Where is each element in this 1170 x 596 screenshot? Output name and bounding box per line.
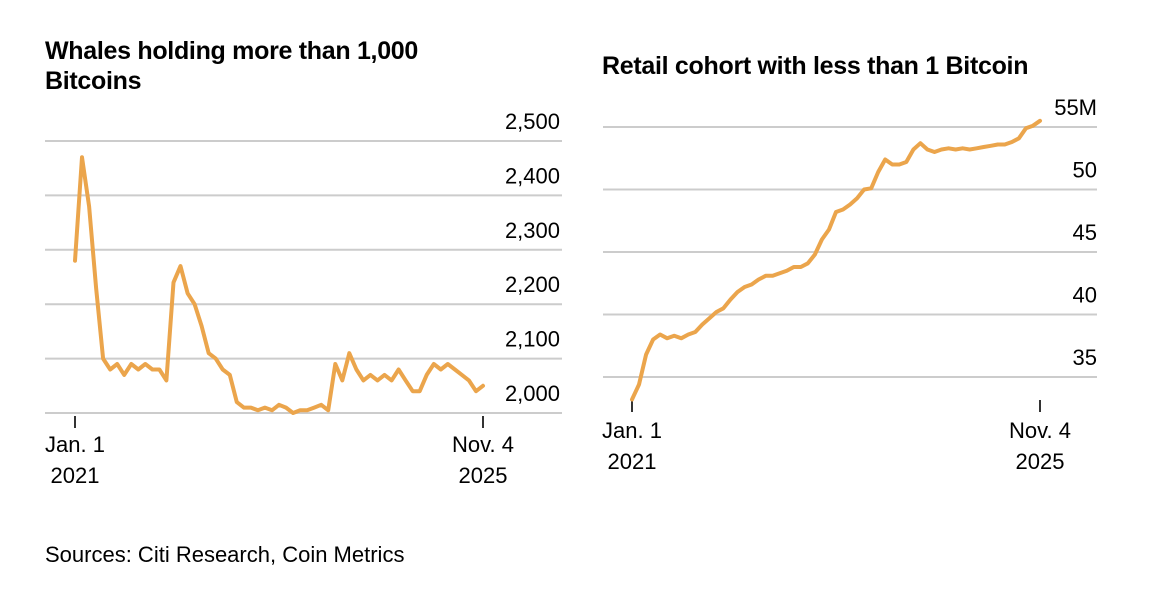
- y-tick-label: 40: [1073, 283, 1097, 308]
- y-tick-label: 2,500: [505, 109, 560, 134]
- data-line: [630, 118, 1042, 402]
- y-tick-label: 2,400: [505, 163, 560, 188]
- y-tick-label: 2,200: [505, 272, 560, 297]
- x-tick-label: Jan. 1 2021: [602, 418, 662, 474]
- y-tick-label: 2,100: [505, 327, 560, 352]
- y-tick-label: 50: [1073, 158, 1097, 183]
- y-tick-label: 45: [1073, 220, 1097, 245]
- x-tick-label: Nov. 4 2025: [1009, 418, 1071, 474]
- y-tick-label: 35: [1073, 345, 1097, 370]
- y-tick-label: 2,300: [505, 218, 560, 243]
- y-tick-label: 2,000: [505, 381, 560, 406]
- chart-title: Retail cohort with less than 1 Bitcoin: [602, 52, 1029, 80]
- y-tick-label: 55M: [1054, 95, 1097, 120]
- source-note: Sources: Citi Research, Coin Metrics: [45, 542, 405, 567]
- data-line: [73, 155, 485, 415]
- x-tick-label: Jan. 1 2021: [45, 432, 105, 488]
- chart-title: Whales holding more than 1,000 Bitcoins: [45, 37, 419, 95]
- x-tick-label: Nov. 4 2025: [452, 432, 514, 488]
